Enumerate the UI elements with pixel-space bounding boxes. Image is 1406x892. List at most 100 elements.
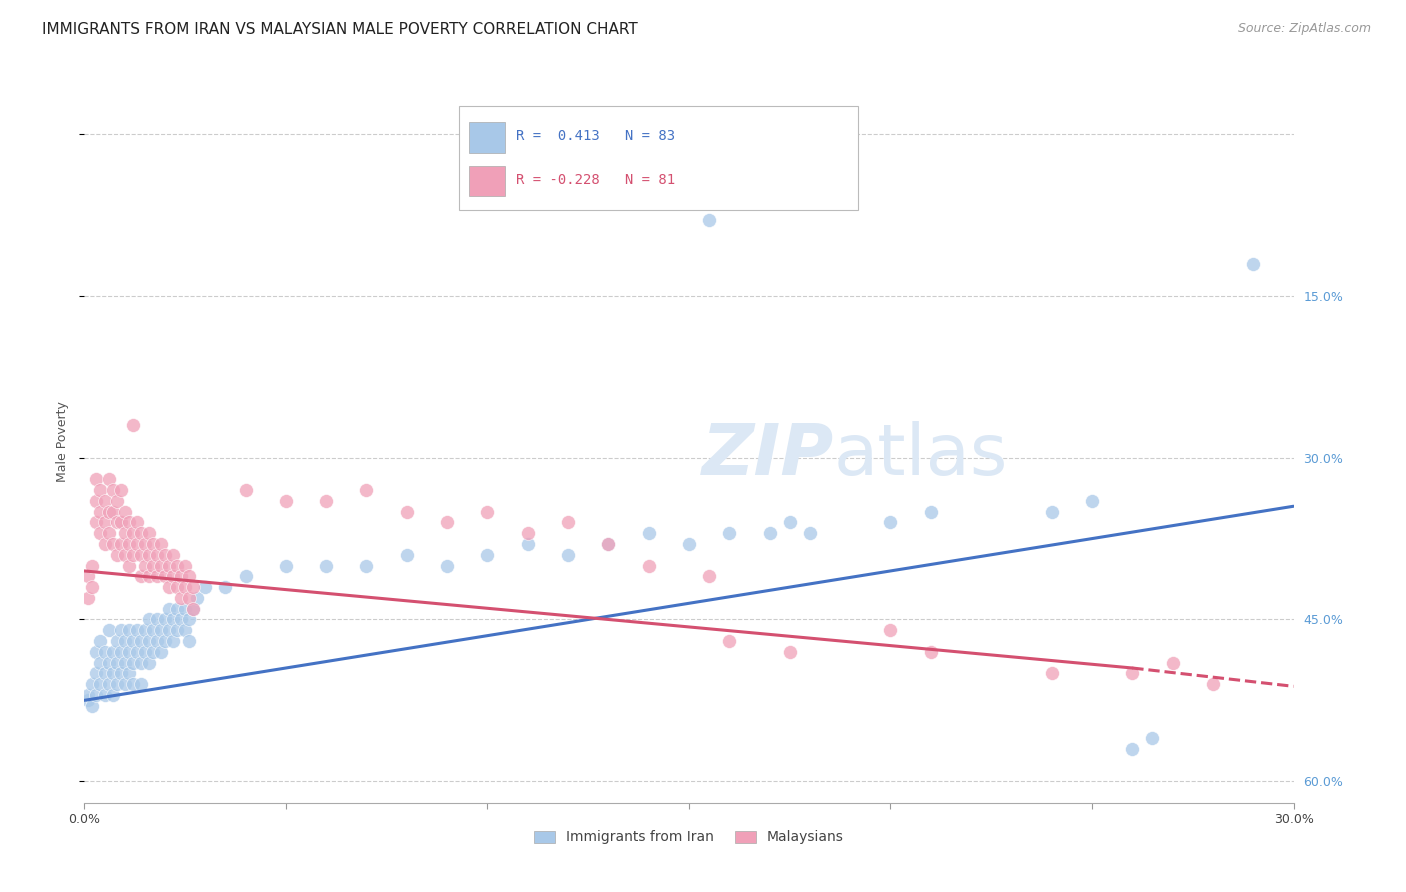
Point	[718, 526, 741, 541]
Point	[86, 493, 108, 508]
Point	[110, 483, 132, 497]
Point	[146, 612, 169, 626]
Point	[235, 483, 257, 497]
Point	[129, 569, 152, 583]
Point	[179, 569, 201, 583]
Point	[105, 656, 128, 670]
Point	[89, 634, 111, 648]
Point	[105, 493, 128, 508]
Point	[142, 645, 165, 659]
Point	[82, 580, 104, 594]
Point	[110, 537, 132, 551]
Point	[149, 645, 172, 659]
Point	[436, 516, 458, 530]
Point	[142, 558, 165, 573]
Point	[174, 601, 197, 615]
Point	[121, 418, 143, 433]
Point	[138, 569, 160, 583]
Point	[557, 516, 579, 530]
Point	[82, 677, 104, 691]
Point	[920, 505, 942, 519]
Point	[82, 698, 104, 713]
Point	[395, 548, 418, 562]
Point	[118, 624, 141, 638]
Point	[157, 624, 180, 638]
Point	[121, 656, 143, 670]
Point	[118, 558, 141, 573]
Point	[214, 580, 236, 594]
Point	[153, 569, 176, 583]
Point	[89, 656, 111, 670]
Point	[114, 526, 136, 541]
Point	[1142, 731, 1164, 745]
Point	[879, 624, 901, 638]
Point	[105, 634, 128, 648]
Point	[93, 666, 115, 681]
Point	[129, 548, 152, 562]
Point	[697, 213, 720, 227]
Point	[121, 634, 143, 648]
Point	[436, 558, 458, 573]
Point	[799, 526, 821, 541]
Point	[97, 472, 120, 486]
Point	[138, 526, 160, 541]
Point	[142, 537, 165, 551]
Point	[97, 624, 120, 638]
Point	[149, 558, 172, 573]
Point	[105, 516, 128, 530]
Point	[598, 537, 620, 551]
Point	[146, 569, 169, 583]
Point	[166, 601, 188, 615]
Point	[82, 558, 104, 573]
Text: ZIP: ZIP	[702, 422, 834, 491]
Point	[779, 516, 801, 530]
Point	[179, 591, 201, 605]
Point	[125, 645, 148, 659]
Point	[697, 569, 720, 583]
Point	[146, 548, 169, 562]
Point	[516, 526, 538, 541]
Point	[1081, 493, 1104, 508]
Point	[516, 537, 538, 551]
Point	[235, 569, 257, 583]
Point	[181, 601, 204, 615]
Point	[166, 558, 188, 573]
Point	[114, 677, 136, 691]
Point	[157, 601, 180, 615]
Point	[114, 548, 136, 562]
Point	[125, 516, 148, 530]
Point	[637, 558, 659, 573]
Point	[157, 580, 180, 594]
Point	[356, 558, 378, 573]
Y-axis label: Male Poverty: Male Poverty	[56, 401, 69, 482]
Point	[89, 483, 111, 497]
Point	[86, 666, 108, 681]
Point	[153, 634, 176, 648]
Point	[134, 558, 156, 573]
Text: R = -0.228   N = 81: R = -0.228 N = 81	[516, 173, 675, 187]
Point	[89, 677, 111, 691]
Point	[166, 580, 188, 594]
Point	[110, 666, 132, 681]
Point	[920, 645, 942, 659]
Text: Source: ZipAtlas.com: Source: ZipAtlas.com	[1237, 22, 1371, 36]
Point	[174, 558, 197, 573]
Point	[105, 548, 128, 562]
Point	[149, 624, 172, 638]
Point	[97, 677, 120, 691]
Point	[134, 537, 156, 551]
Point	[174, 580, 197, 594]
Point	[181, 580, 204, 594]
Point	[1040, 505, 1063, 519]
Point	[89, 526, 111, 541]
Point	[149, 537, 172, 551]
Point	[93, 493, 115, 508]
Point	[86, 516, 108, 530]
Point	[315, 493, 337, 508]
Point	[129, 656, 152, 670]
Point	[179, 634, 201, 648]
Text: atlas: atlas	[834, 422, 1008, 491]
Point	[678, 537, 700, 551]
Point	[77, 569, 100, 583]
Point	[77, 693, 100, 707]
